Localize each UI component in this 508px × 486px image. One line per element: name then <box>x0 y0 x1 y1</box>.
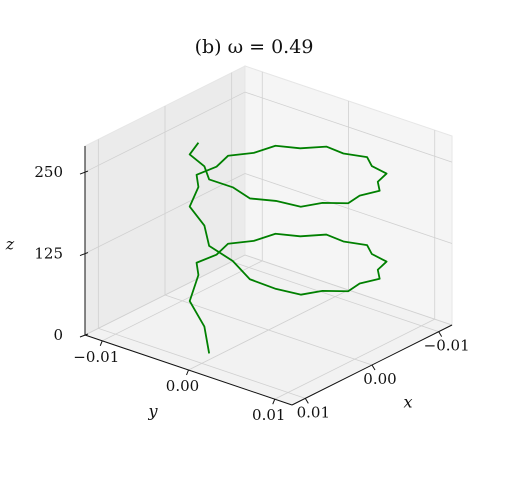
y-tick-label: 0.00 <box>166 377 199 395</box>
z-tick-label: 0 <box>53 326 63 344</box>
y-tick-label: −0.01 <box>73 348 119 366</box>
grid-line <box>188 289 349 371</box>
z-tick-label: 125 <box>34 245 63 263</box>
y-tick-label: 0.01 <box>252 406 285 424</box>
grid-line <box>84 173 246 254</box>
y-axis-label: y <box>147 402 158 421</box>
trajectory-line <box>188 142 388 354</box>
y-tick <box>186 369 189 376</box>
z-tick <box>79 252 89 257</box>
y-tick <box>272 398 276 405</box>
grid-line <box>274 318 435 400</box>
grid-line <box>84 91 246 173</box>
grid-line <box>84 254 246 336</box>
x-tick-label: 0.00 <box>363 370 396 388</box>
x-axis-label: x <box>403 393 412 412</box>
z-tick-label: 250 <box>34 163 63 181</box>
x-tick <box>438 331 443 337</box>
x-tick <box>304 398 309 404</box>
z-tick <box>79 333 89 338</box>
grid-line <box>244 91 453 163</box>
y-tick <box>99 340 103 347</box>
x-tick-label: −0.01 <box>424 337 470 355</box>
grid-line <box>244 173 453 244</box>
chart-title: (b) ω = 0.49 <box>195 36 314 58</box>
x-tick-label: 0.01 <box>297 403 330 421</box>
z-tick <box>79 170 89 175</box>
grid-line <box>102 260 263 342</box>
z-axis-label: z <box>5 235 15 254</box>
x-tick <box>371 364 376 371</box>
